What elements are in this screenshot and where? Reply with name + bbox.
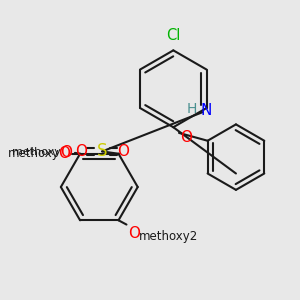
Text: O: O — [118, 144, 130, 159]
Text: O: O — [128, 226, 140, 241]
Text: O: O — [58, 146, 70, 161]
Text: O: O — [180, 130, 192, 145]
Text: N: N — [201, 103, 212, 118]
Text: Cl: Cl — [166, 28, 181, 43]
Text: methoxy: methoxy — [12, 147, 61, 157]
Text: methoxy2: methoxy2 — [139, 230, 199, 243]
Text: O: O — [75, 144, 87, 159]
Text: O: O — [60, 145, 72, 160]
Text: methoxy: methoxy — [8, 147, 59, 160]
Text: H: H — [186, 102, 197, 116]
Text: S: S — [97, 142, 107, 160]
